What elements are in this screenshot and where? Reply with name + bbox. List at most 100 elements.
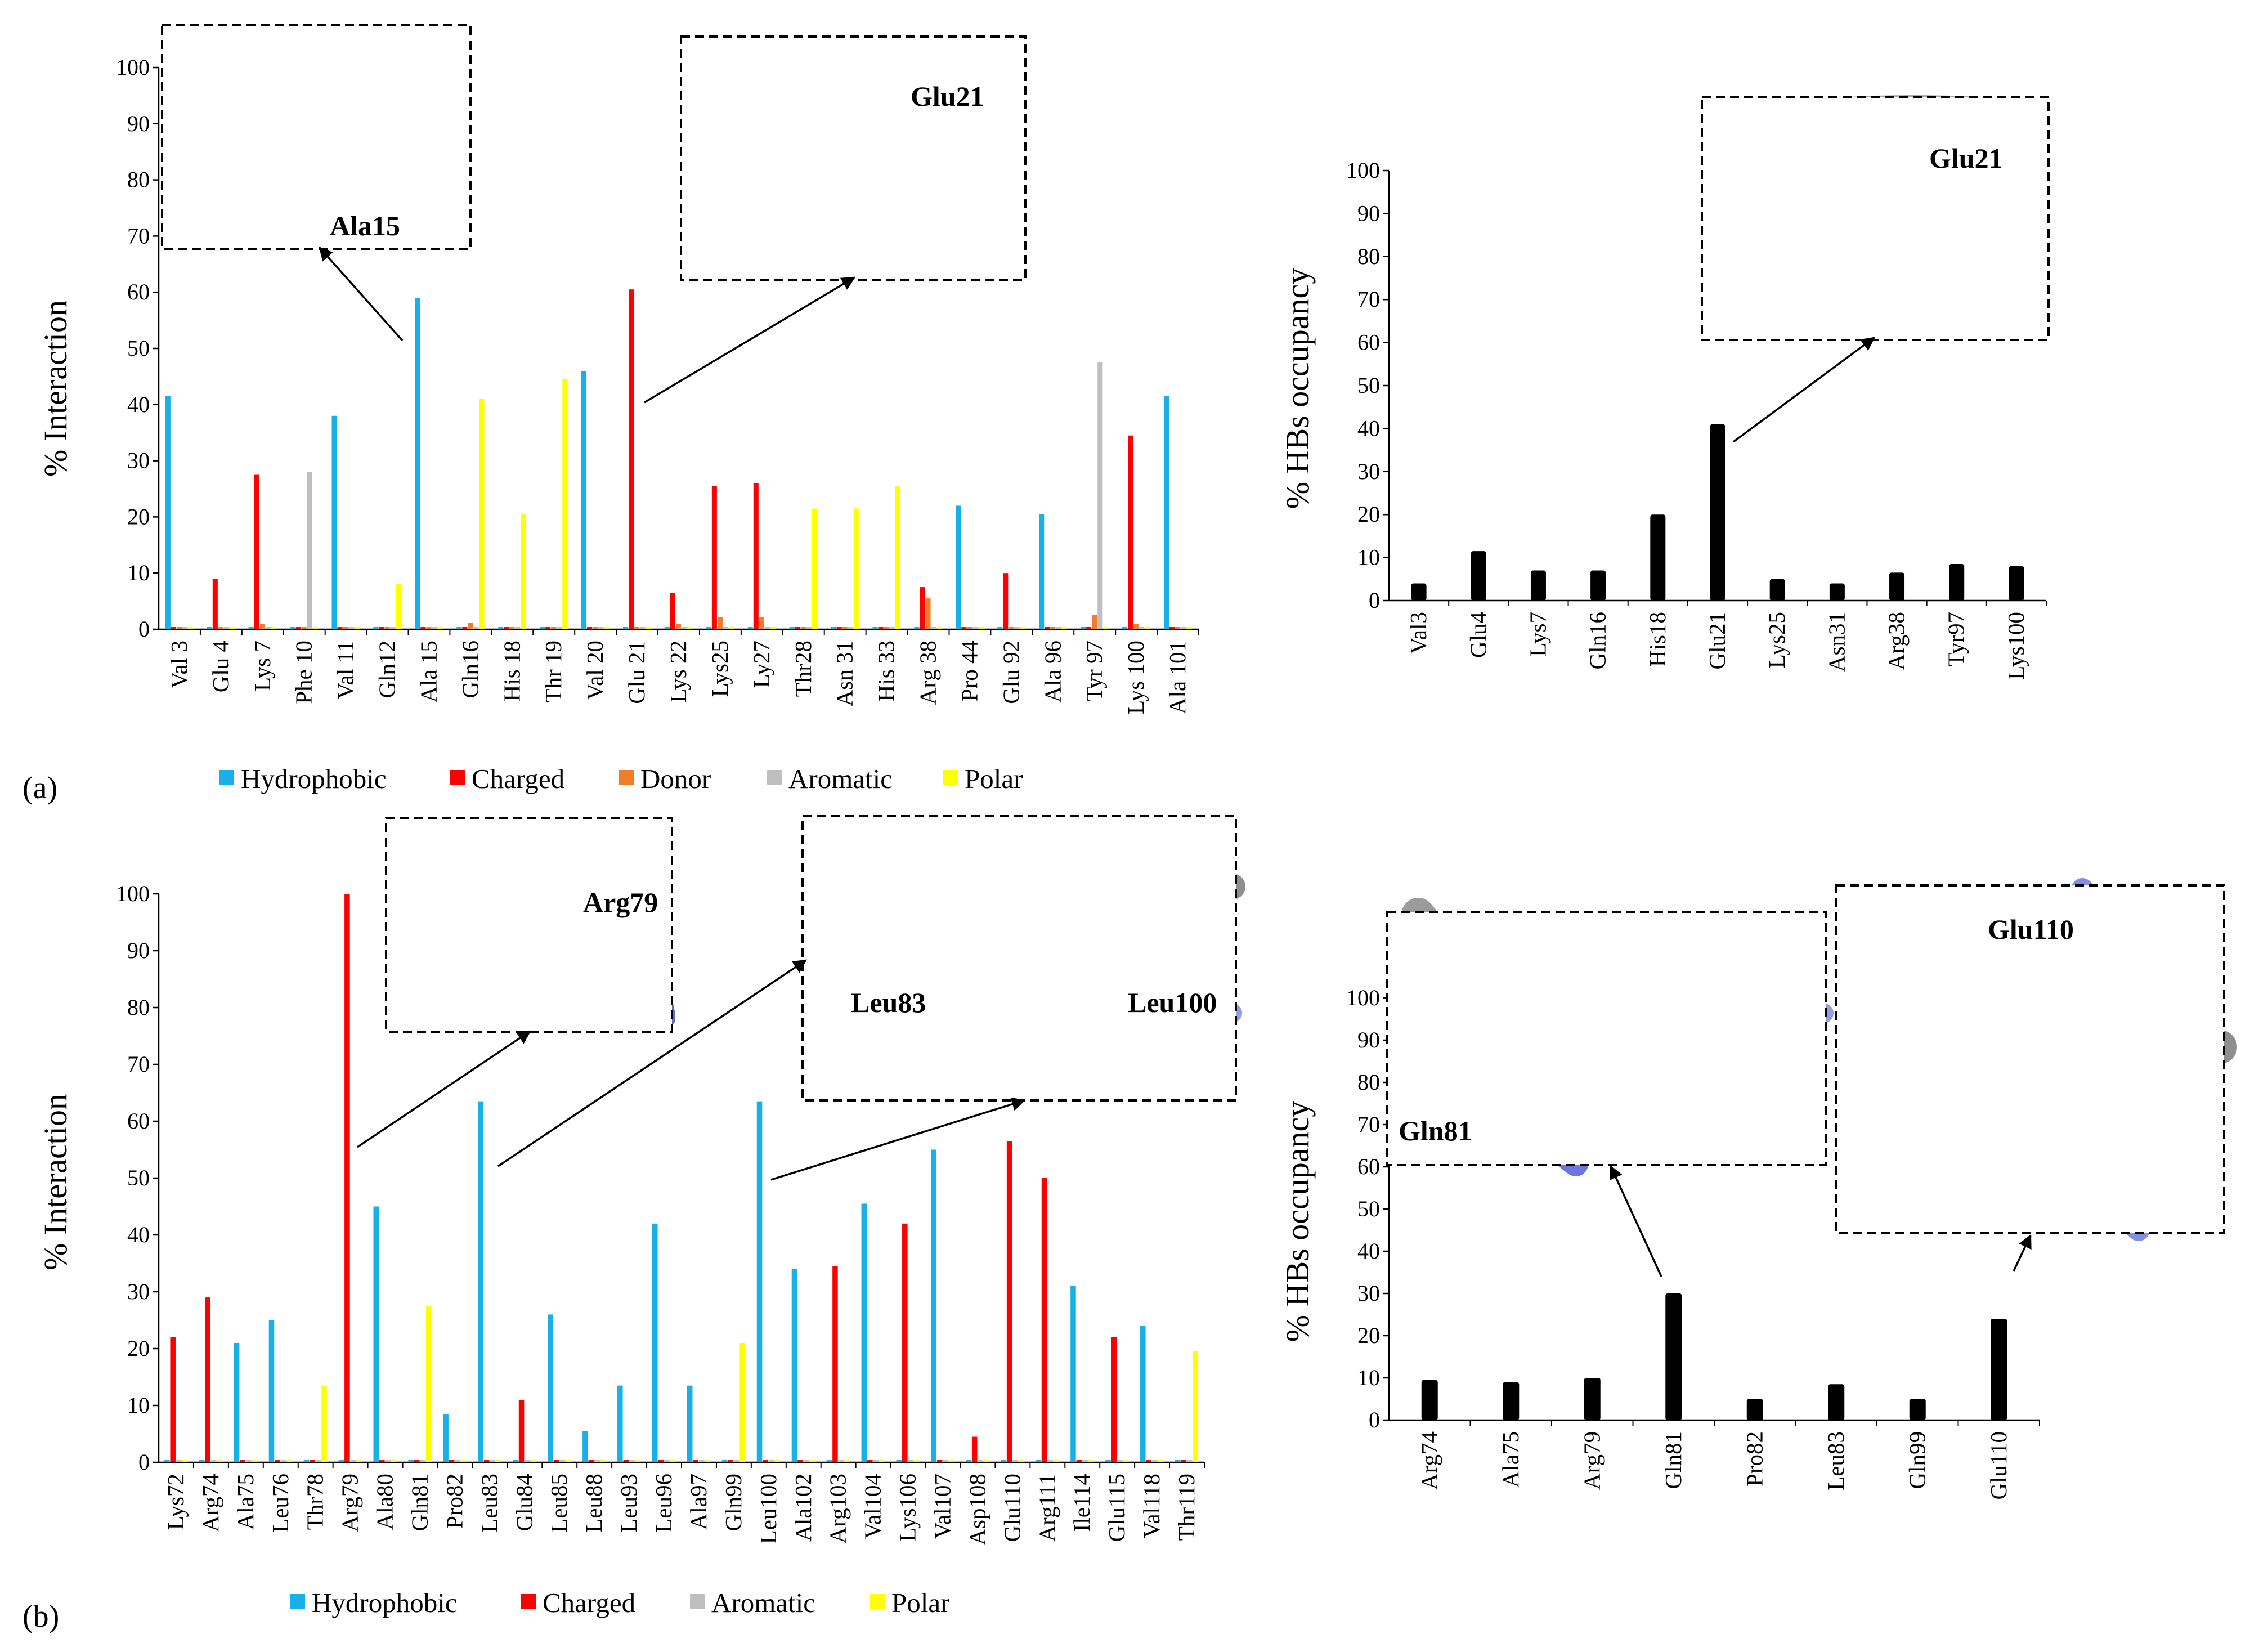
x-tick-label: Phe 10	[291, 641, 317, 704]
y-tick-label: 90	[127, 111, 150, 136]
bar-polar-glu84	[530, 1460, 536, 1462]
legend-label-polar: Polar	[891, 1587, 949, 1618]
inset-label-glu110: Glu110	[1988, 914, 2074, 945]
x-tick-label: Val118	[1139, 1474, 1164, 1538]
bar-hydrophobic-val-3	[165, 396, 171, 629]
y-tick-label: 70	[1357, 286, 1380, 312]
bar-hydrophobic-leu96	[652, 1223, 658, 1462]
bar-polar-thr-19	[562, 379, 568, 629]
bar-aromatic-val-20	[598, 627, 604, 629]
x-tick-label: Lys72	[163, 1474, 189, 1530]
bar-aromatic-arg-38	[931, 627, 936, 629]
bar-charged-tyr-97	[1086, 627, 1092, 629]
bar-hydrophobic-val-20	[581, 370, 587, 629]
bar-aromatic-glu84	[525, 1460, 530, 1462]
bar-donor-val-3	[176, 627, 182, 629]
bar-polar-lys72	[182, 1460, 188, 1462]
y-tick-label: 40	[1357, 1238, 1380, 1264]
x-tick-label: Glu84	[511, 1474, 537, 1532]
bar-hbs-arg79	[1584, 1378, 1601, 1420]
inset-box-ala15	[161, 24, 472, 250]
legend-swatch-donor	[619, 770, 634, 785]
bar-hydrophobic-glu-21	[622, 627, 629, 629]
bar-aromatic-gln16	[473, 627, 479, 629]
x-tick-label: Arg 38	[915, 641, 941, 705]
bar-hbs-arg74	[1421, 1380, 1438, 1420]
bar-hydrophobic-ala80	[373, 1206, 379, 1462]
bar-polar-leu85	[565, 1460, 571, 1462]
bar-charged-lys25	[711, 486, 717, 629]
legend-label-aromatic: Aromatic	[711, 1587, 815, 1618]
y-tick-label: 90	[127, 938, 150, 963]
legend-label-charged: Charged	[472, 763, 564, 794]
legend-label-aromatic: Aromatic	[788, 763, 893, 794]
bar-polar-ala-15	[437, 627, 443, 629]
chart-a-left: 0 10 20 30 40 50 60 70 80 90 100 % Interaction Val 3…	[37, 55, 1199, 714]
x-tick-label: Gln12	[374, 641, 400, 699]
bar-charged-val107	[936, 1460, 943, 1462]
bar-polar-arg-38	[936, 627, 942, 629]
bar-aromatic-his-33	[889, 627, 895, 629]
bar-charged-arg74	[205, 1297, 210, 1462]
arrow-glu21-a	[644, 276, 856, 404]
legend-label-hydrophobic: Hydrophobic	[241, 763, 387, 794]
bar-hydrophobic-glu110	[1001, 1460, 1006, 1462]
bar-hbs-glu110	[1991, 1319, 2007, 1420]
arrow-ala15	[319, 247, 404, 342]
bar-charged-gln12	[379, 627, 384, 629]
legend-swatch-hydrophobic	[290, 1594, 305, 1609]
bar-aromatic-lys72	[176, 1460, 182, 1462]
legend-label-charged: Charged	[543, 1587, 635, 1618]
y-tick-label: 20	[127, 504, 150, 529]
inset-box-arg79	[385, 817, 673, 1033]
bar-charged-glu110	[1006, 1141, 1012, 1462]
bar-charged-glu115	[1111, 1337, 1117, 1462]
x-tick-label: Leu83	[476, 1474, 502, 1533]
bar-aromatic-glu110	[1012, 1460, 1018, 1462]
x-tick-label: Leu83	[1823, 1431, 1849, 1490]
bar-aromatic-pro82	[455, 1460, 460, 1462]
bar-polar-phe-10	[312, 627, 318, 629]
x-tick-label: His18	[1644, 612, 1670, 667]
y-tick-label: 30	[1357, 459, 1380, 484]
bar-polar-val118	[1158, 1460, 1164, 1462]
bar-charged-leu93	[623, 1460, 629, 1462]
bar-hydrophobic-lys72	[164, 1460, 170, 1462]
bar-hydrophobic-phe-10	[290, 627, 295, 629]
bar-polar-his-33	[895, 486, 900, 629]
bar-charged-lys-22	[670, 593, 675, 629]
inset-box-leu83-leu100	[801, 815, 1237, 1102]
x-tick-label: Arg74	[1416, 1431, 1442, 1490]
bar-charged-lys-7	[254, 474, 259, 629]
bar-polar-glu115	[1123, 1460, 1129, 1462]
y-tick-label: 80	[127, 995, 150, 1020]
bar-hydrophobic-leu85	[548, 1314, 553, 1462]
bar-charged-glu-21	[629, 289, 634, 629]
x-tick-label: Arg111	[1034, 1474, 1060, 1542]
x-tick-label: Pro82	[1741, 1431, 1767, 1487]
y-tick-label: 70	[127, 1051, 150, 1077]
x-tick-label: Ala 15	[415, 641, 441, 702]
arrow-leu83	[497, 959, 808, 1167]
bar-polar-ile114	[1088, 1460, 1094, 1462]
x-tick-label: Pro82	[441, 1474, 467, 1529]
bar-aromatic-arg79	[350, 1460, 356, 1462]
bar-polar-arg111	[1053, 1460, 1059, 1462]
bar-charged-arg-38	[920, 587, 925, 629]
bar-donor-val-20	[593, 627, 598, 629]
bar-charged-pro82	[449, 1460, 455, 1462]
x-tick-label: Thr28	[790, 641, 816, 697]
legend-label-donor: Donor	[640, 763, 711, 794]
bar-hbs-gln99	[1909, 1399, 1926, 1420]
x-tick-label: Asn31	[1823, 612, 1849, 672]
bar-hydrophobic-lys-22	[664, 627, 670, 629]
bar-charged-val-3	[171, 627, 176, 629]
bar-charged-val118	[1146, 1460, 1152, 1462]
bar-donor-ala-101	[1175, 627, 1181, 629]
bar-polar-thr119	[1193, 1351, 1199, 1462]
bar-hydrophobic-ala102	[791, 1269, 797, 1462]
bar-polar-val-11	[354, 627, 360, 629]
bar-aromatic-thr-19	[557, 627, 562, 629]
legend-swatch-aromatic	[690, 1594, 705, 1609]
bar-hydrophobic-arg74	[199, 1460, 205, 1462]
